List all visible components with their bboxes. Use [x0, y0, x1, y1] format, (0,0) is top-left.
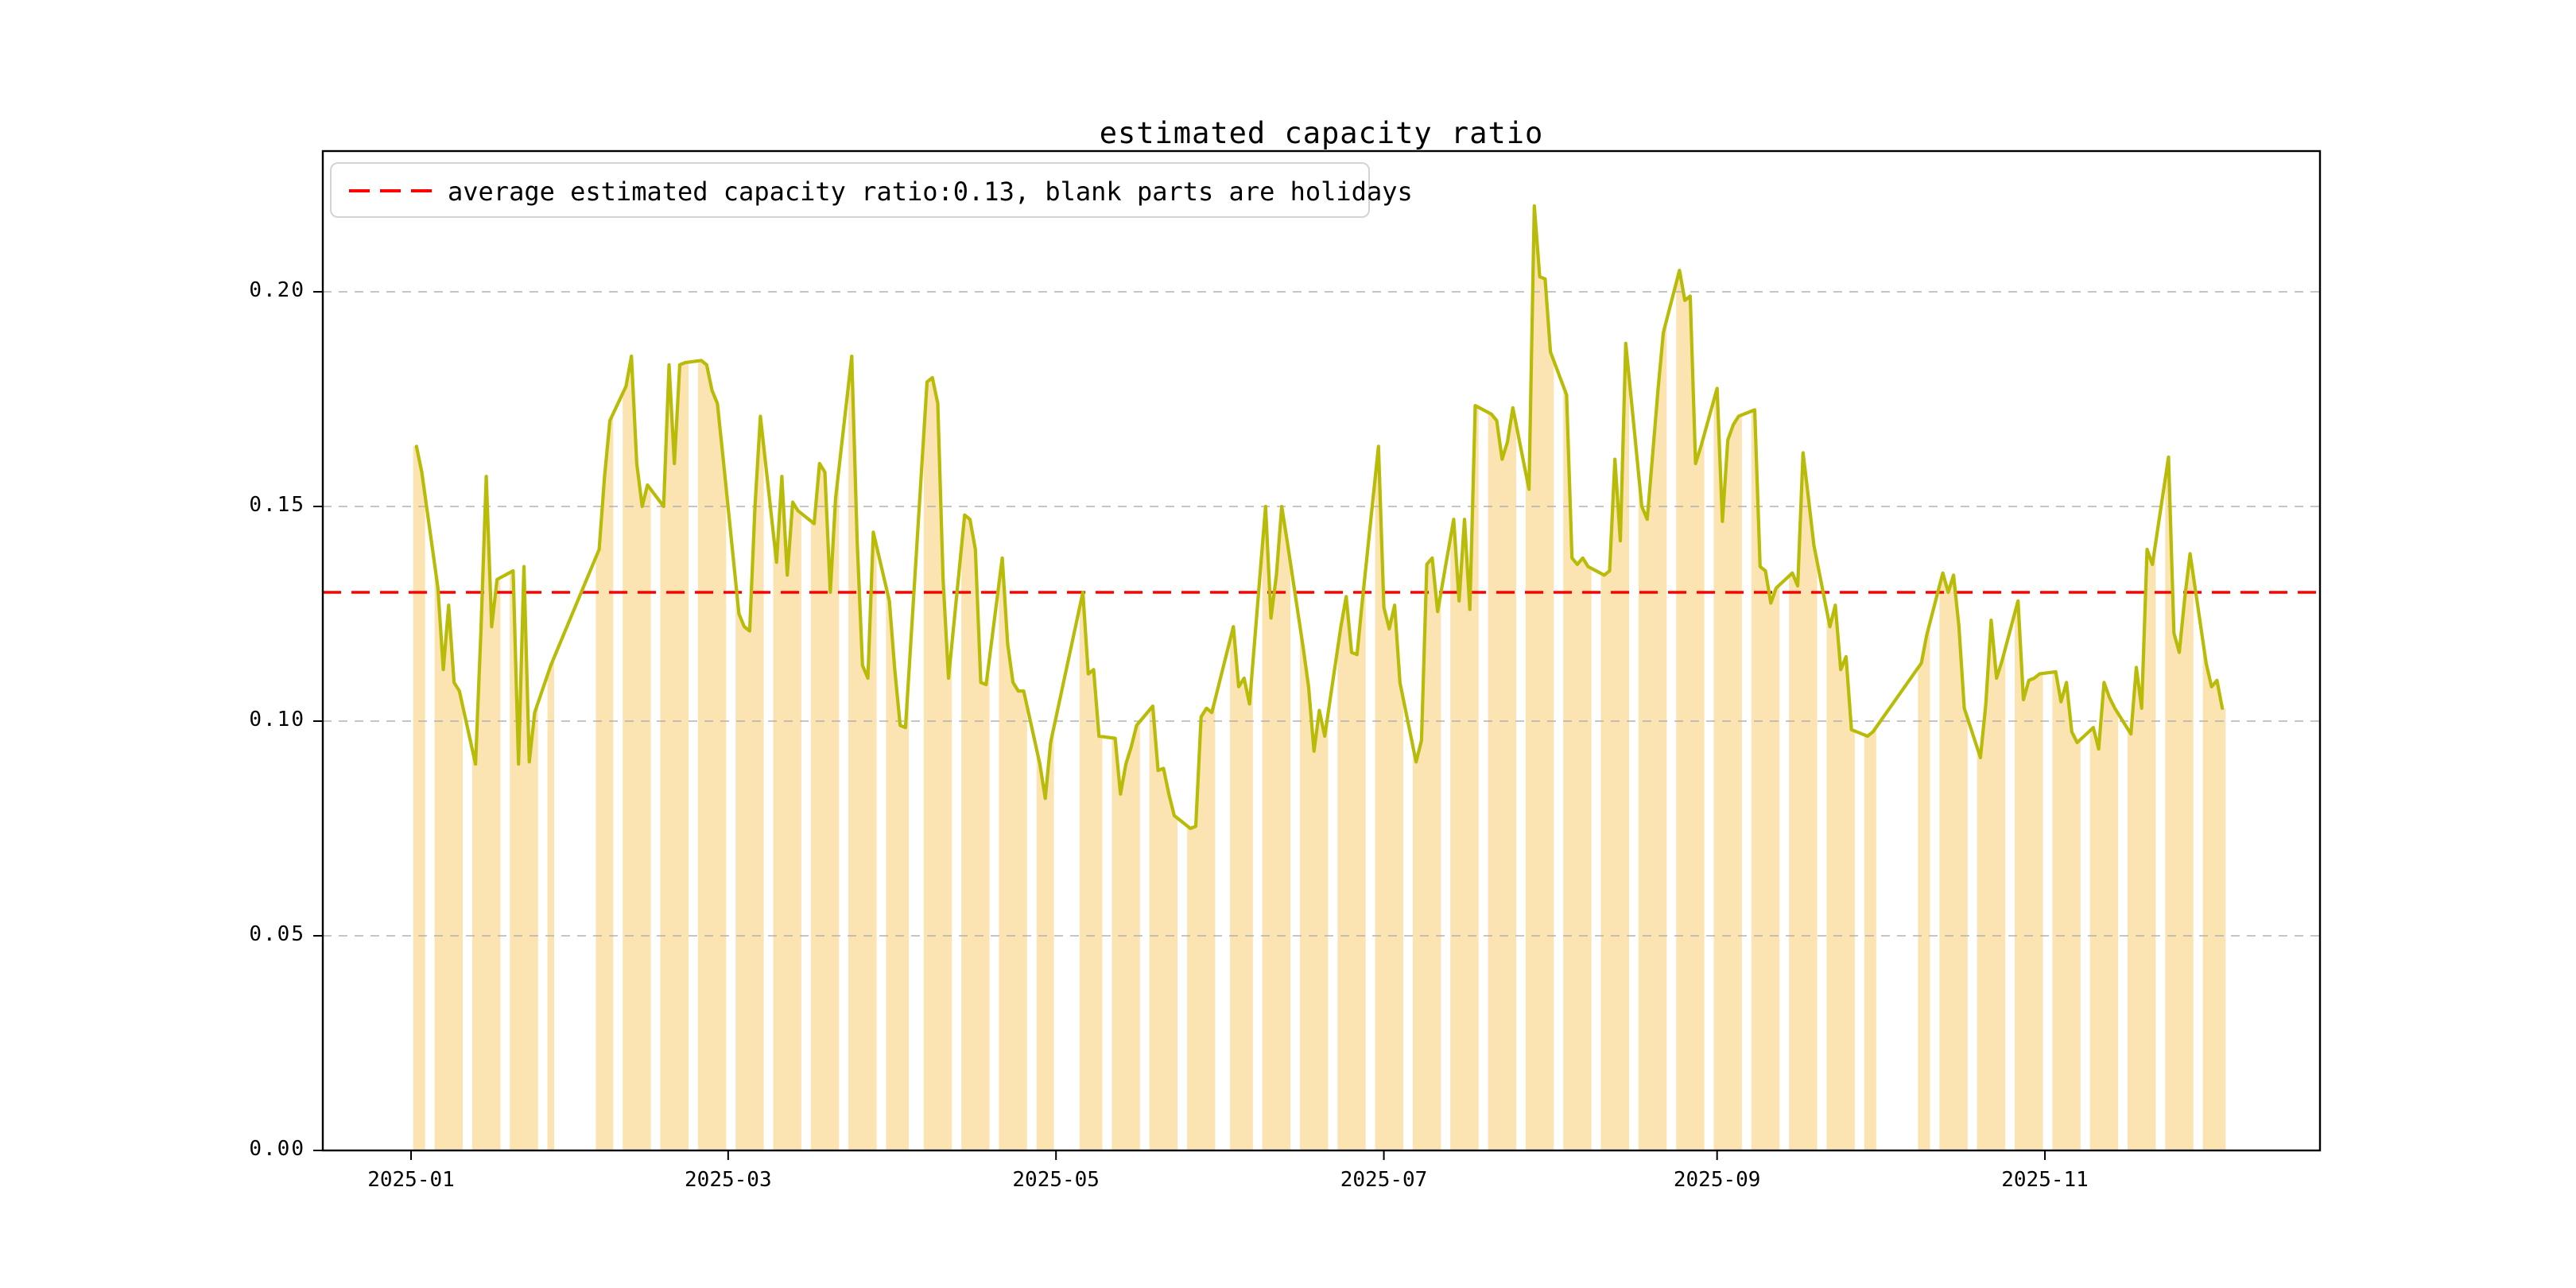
trading-run-band	[1826, 605, 1855, 1150]
x-tick-label: 2025-03	[685, 1168, 772, 1192]
trading-run-band	[2015, 600, 2043, 1150]
axes-frame	[321, 149, 2322, 1152]
trading-run-band	[471, 476, 501, 1150]
legend-label: average estimated capacity ratio:0.13, b…	[448, 177, 1413, 207]
trading-run-band	[1751, 409, 1780, 1150]
trading-run-band	[1337, 568, 1366, 1150]
y-tick-label: 0.15	[249, 493, 305, 517]
trading-run-band	[1563, 386, 1592, 1150]
trading-run-band	[1600, 343, 1629, 1150]
trading-run-band	[1488, 407, 1516, 1150]
y-tick-label: 0.05	[249, 922, 305, 946]
trading-run-band	[623, 356, 651, 1150]
series-line-group	[414, 204, 2225, 831]
trading-run-band	[596, 413, 614, 1150]
trading-run-band	[2052, 671, 2081, 1150]
trading-run-band	[1977, 620, 2006, 1150]
y-tick-label: 0.00	[249, 1137, 305, 1161]
trading-run-band	[1450, 405, 1479, 1151]
trading-run-band	[1375, 446, 1403, 1150]
trading-run-band	[413, 446, 425, 1150]
trading-run-band	[2202, 640, 2226, 1150]
trading-run-band	[923, 378, 952, 1150]
capacity-ratio-line	[414, 204, 2225, 831]
x-tick-label: 2025-07	[1340, 1168, 1428, 1192]
x-tick-label: 2025-05	[1012, 1168, 1100, 1192]
trading-run-band	[1525, 206, 1554, 1150]
trading-run-band	[2128, 542, 2156, 1150]
trading-run-band	[1230, 627, 1253, 1150]
trading-run-band	[697, 360, 727, 1150]
x-tick-label: 2025-01	[367, 1168, 455, 1192]
trading-run-band	[1918, 622, 1930, 1150]
trading-run-band	[1187, 699, 1216, 1150]
axis-ticks	[313, 291, 2046, 1160]
trading-run-band	[999, 557, 1027, 1150]
trading-run-band	[1939, 572, 1968, 1150]
trading-run-band	[2089, 682, 2119, 1150]
plot-border	[321, 149, 2322, 1152]
y-tick-label: 0.10	[249, 708, 305, 731]
trading-run-band	[1676, 270, 1705, 1150]
y-tick-label: 0.20	[249, 278, 305, 302]
trading-run-band	[547, 657, 554, 1150]
trading-run-band	[1789, 452, 1818, 1150]
trading-run-band	[1149, 706, 1178, 1150]
holiday-run-bands	[413, 206, 2226, 1151]
trading-run-band	[961, 514, 990, 1150]
trading-run-band	[1713, 388, 1742, 1150]
trading-run-band	[1036, 727, 1054, 1150]
x-tick-label: 2025-09	[1673, 1168, 1761, 1192]
trading-run-band	[1262, 506, 1291, 1150]
trading-run-band	[773, 476, 801, 1150]
trading-run-band	[1864, 727, 1876, 1150]
avg-line-legend-marker-icon	[349, 189, 433, 192]
trading-run-band	[1300, 626, 1329, 1150]
trading-run-band	[1079, 592, 1103, 1150]
trading-run-band	[810, 464, 840, 1150]
trading-run-band	[434, 564, 463, 1150]
chart-title: estimated capacity ratio	[1099, 116, 1544, 150]
trading-run-band	[886, 586, 910, 1150]
trading-run-band	[735, 416, 764, 1150]
legend: average estimated capacity ratio:0.13, b…	[330, 162, 1413, 218]
trading-run-band	[660, 362, 689, 1150]
trading-run-band	[1638, 320, 1667, 1151]
trading-run-band	[848, 356, 877, 1150]
x-tick-label: 2025-11	[2001, 1168, 2089, 1192]
trading-run-band	[1412, 557, 1441, 1150]
